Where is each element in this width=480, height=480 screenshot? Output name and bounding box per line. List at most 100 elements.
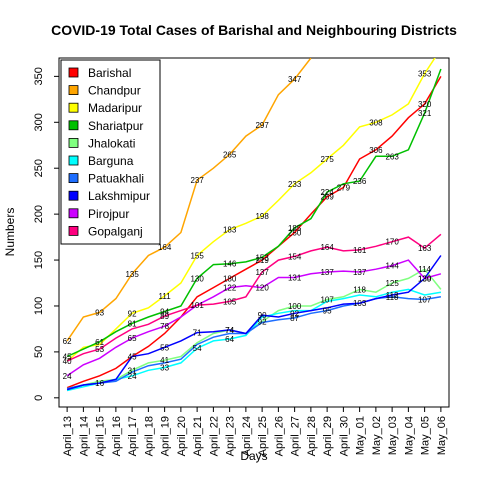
data-label: 40	[63, 357, 72, 366]
data-label: 130	[418, 274, 432, 283]
data-label: 111	[159, 292, 172, 301]
series-line-barguna	[66, 288, 442, 392]
data-label: 320	[418, 100, 432, 109]
data-label: 107	[320, 296, 334, 305]
x-tick-label: April_25	[257, 416, 269, 456]
x-axis-label: Days	[240, 449, 267, 463]
y-tick-label: 300	[33, 113, 45, 131]
x-tick-label: May_04	[403, 416, 415, 455]
data-label: 64	[225, 335, 234, 344]
data-label: 61	[95, 338, 104, 347]
data-label: 347	[288, 75, 302, 84]
x-tick-label: April_27	[290, 416, 302, 456]
legend-swatch-barishal	[68, 67, 79, 78]
data-label: 87	[290, 314, 299, 323]
data-label: 95	[323, 307, 332, 316]
series-line-shariatpur	[66, 68, 442, 358]
data-label: 74	[225, 326, 234, 335]
x-tick-label: April_20	[176, 416, 188, 456]
data-label: 53	[95, 345, 104, 354]
data-label: 122	[223, 284, 237, 293]
x-tick-label: April_14	[78, 416, 90, 456]
chart-title: COVID-19 Total Cases of Barishal and Nei…	[51, 22, 457, 38]
data-label: 224	[320, 188, 334, 197]
x-tick-label: April_18	[143, 416, 155, 456]
x-tick-label: April_22	[208, 416, 220, 456]
x-tick-label: May_01	[355, 416, 367, 455]
data-label: 250	[288, 229, 302, 238]
legend-label-madaripur: Madaripur	[88, 101, 142, 115]
x-tick-label: April_29	[322, 416, 334, 456]
plot-frame	[58, 57, 450, 408]
x-tick-label: April_13	[62, 416, 74, 456]
y-tick-label: 0	[33, 395, 45, 401]
data-label: 16	[95, 379, 104, 388]
legend-label-barishal: Barishal	[88, 66, 131, 80]
data-label: 125	[385, 279, 399, 288]
data-label: 137	[320, 268, 334, 277]
legend-swatch-shariatpur	[68, 120, 79, 131]
x-tick-label: April_26	[273, 416, 285, 456]
data-label: 101	[190, 301, 204, 310]
y-tick-label: 50	[33, 346, 45, 358]
legend-swatch-barguna	[68, 155, 79, 166]
legend-label-lakshmipur: Lakshmipur	[88, 189, 150, 203]
data-label: 161	[353, 246, 367, 255]
data-label: 233	[288, 180, 302, 189]
data-label: 71	[193, 329, 202, 338]
x-tick-label: April_30	[338, 416, 350, 456]
data-label: 54	[193, 344, 202, 353]
data-label: 114	[418, 265, 431, 274]
series-line-lakshmipur	[66, 255, 442, 391]
legend: Barishal Chandpur Madaripur Shariatpur Jhalo…	[60, 59, 161, 245]
y-axis-label: Numbers	[3, 208, 17, 257]
data-label: 55	[160, 343, 169, 352]
legend-swatch-madaripur	[68, 102, 79, 113]
data-label: 275	[320, 155, 334, 164]
data-label: 65	[128, 334, 137, 343]
legend-label-barguna: Barguna	[88, 154, 134, 168]
data-label: 137	[353, 268, 367, 277]
legend-swatch-lakshmipur	[68, 190, 79, 201]
legend-swatch-pirojpur	[68, 208, 79, 219]
data-label: 170	[385, 238, 399, 247]
data-label: 297	[255, 121, 269, 130]
data-label: 236	[353, 177, 367, 186]
series-line-gopalganj	[66, 233, 442, 362]
series-line-chandpur	[66, 58, 312, 342]
x-tick-label: April_15	[95, 416, 107, 456]
legend-label-shariatpur: Shariatpur	[88, 119, 143, 133]
data-label: 110	[386, 293, 399, 302]
data-label: 33	[160, 364, 169, 373]
x-tick-label: April_28	[306, 416, 318, 456]
data-label: 321	[418, 109, 432, 118]
data-label: 31	[128, 366, 137, 375]
data-label: 131	[288, 274, 302, 283]
data-label: 219	[255, 256, 269, 265]
data-label: 237	[190, 176, 204, 185]
x-tick-label: April_24	[241, 416, 253, 456]
x-tick-label: April_17	[127, 416, 139, 456]
data-label: 154	[288, 252, 302, 261]
data-label: 130	[190, 274, 204, 283]
data-label: 89	[160, 312, 169, 321]
data-label: 41	[160, 356, 169, 365]
data-label: 306	[369, 146, 383, 155]
data-label: 74	[225, 326, 234, 335]
data-label: 118	[353, 285, 366, 294]
data-label: 137	[255, 268, 269, 277]
data-label: 45	[63, 352, 72, 361]
data-label: 185	[288, 224, 302, 233]
data-label: 269	[320, 193, 334, 202]
data-label: 93	[95, 308, 104, 317]
y-tick-label: 250	[33, 159, 45, 177]
legend-label-patuakhali: Patuakhali	[88, 172, 144, 186]
data-label: 103	[353, 299, 367, 308]
data-label: 92	[258, 318, 267, 327]
y-tick-label: 100	[33, 297, 45, 315]
data-label: 94	[160, 307, 169, 316]
x-tick-label: April_23	[225, 416, 237, 456]
data-label: 92	[128, 309, 137, 318]
x-tick-label: May_02	[371, 416, 383, 455]
plot-area: 0 50 100 150 200 250 300 350 April_13 April_14 Apr…	[33, 57, 450, 456]
